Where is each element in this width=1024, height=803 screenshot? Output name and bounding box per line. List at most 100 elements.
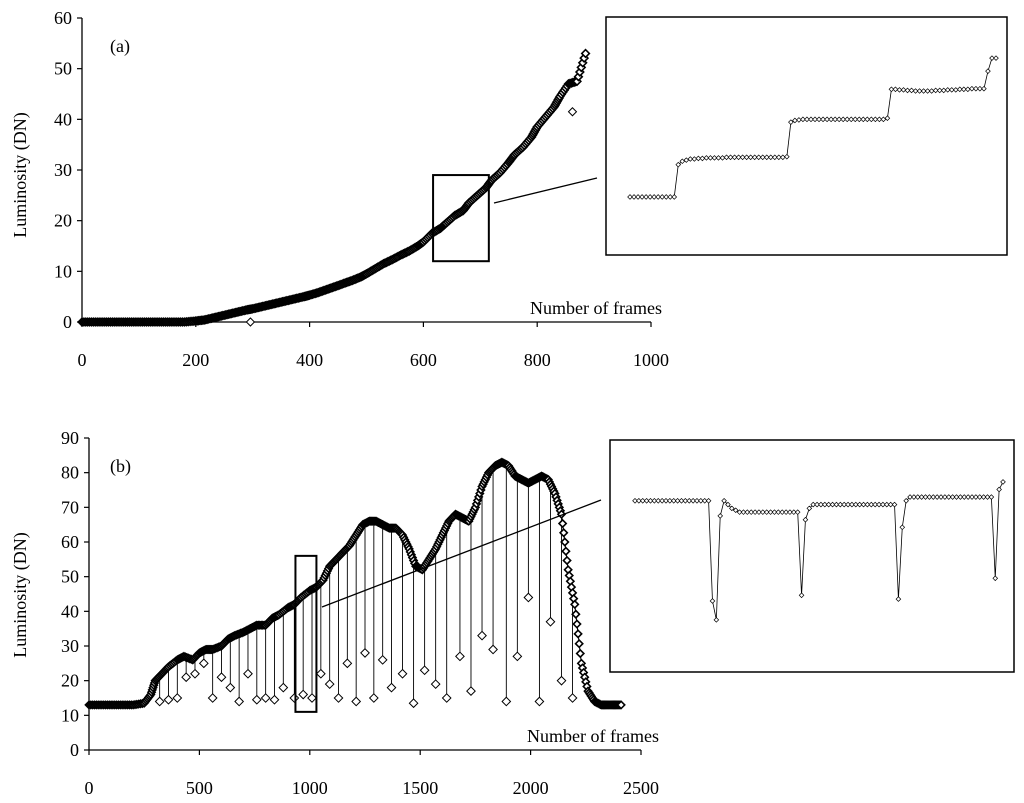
y-tick-label: 60 xyxy=(54,8,72,28)
inset-point xyxy=(707,155,714,161)
inset-point xyxy=(731,154,738,161)
inset-point xyxy=(977,85,983,92)
inset-point xyxy=(655,194,661,200)
inset-point xyxy=(659,194,665,200)
dip-point xyxy=(154,696,165,707)
inset-point xyxy=(934,494,940,500)
inset-point xyxy=(916,88,923,94)
dip-point xyxy=(360,648,370,658)
inset-point xyxy=(824,116,830,123)
inset-point xyxy=(727,154,734,161)
dip-point xyxy=(260,693,271,703)
dip-point xyxy=(298,689,309,700)
inset-point xyxy=(920,88,927,94)
x-tick-label: 1500 xyxy=(402,778,438,798)
inset-point xyxy=(911,494,917,500)
y-tick-label: 20 xyxy=(61,671,79,691)
inset-point xyxy=(828,116,834,123)
inset-point xyxy=(993,55,999,61)
inset-point xyxy=(852,116,859,123)
panel-b-y-ticks: 0 10 20 30 40 50 60 70 80 90 xyxy=(61,428,89,760)
y-tick-label: 80 xyxy=(61,463,79,483)
data-point xyxy=(573,629,583,639)
inset-point xyxy=(747,154,754,161)
inset-point xyxy=(864,116,871,123)
panel-b-inset-connector xyxy=(321,499,602,608)
dip-point xyxy=(567,693,578,703)
panel-a-zoom-box xyxy=(432,174,490,263)
inset-point xyxy=(820,116,826,123)
y-tick-label: 30 xyxy=(61,636,79,656)
inset-point xyxy=(849,501,855,508)
inset-point xyxy=(767,154,774,161)
y-tick-label: 40 xyxy=(61,601,79,621)
y-tick-label: 70 xyxy=(61,497,79,517)
inset-point xyxy=(876,501,882,508)
dip-point xyxy=(342,658,353,669)
inset-point xyxy=(800,116,806,123)
dip-point xyxy=(190,668,200,679)
inset-point xyxy=(721,498,727,504)
inset-point xyxy=(755,154,762,161)
inset-point xyxy=(748,509,755,515)
y-tick-label: 30 xyxy=(54,160,72,180)
y-tick-label: 60 xyxy=(61,532,79,552)
x-tick-label: 1000 xyxy=(633,350,669,370)
inset-point xyxy=(686,498,693,504)
inset-point xyxy=(965,494,971,500)
y-tick-label: 20 xyxy=(54,211,72,231)
inset-point xyxy=(776,154,782,161)
inset-point xyxy=(825,501,832,508)
panel-b-inset-series xyxy=(632,479,1006,623)
inset-point xyxy=(973,85,979,92)
inset-point xyxy=(798,592,805,599)
inset-point xyxy=(632,498,638,504)
inset-point xyxy=(647,498,654,504)
inset-point xyxy=(674,498,681,504)
inset-point xyxy=(903,498,909,504)
inset-point xyxy=(804,116,810,123)
inset-point xyxy=(709,598,716,604)
inset-point xyxy=(899,524,906,531)
dip-point xyxy=(419,665,430,676)
dip-point xyxy=(289,693,300,703)
inset-point xyxy=(904,87,911,94)
inset-point xyxy=(841,501,847,508)
inset-point xyxy=(936,87,943,94)
x-tick-label: 800 xyxy=(524,350,551,370)
inset-point xyxy=(675,161,682,168)
inset-point xyxy=(779,509,785,515)
dip-point xyxy=(278,682,289,693)
inset-point xyxy=(771,509,778,515)
data-point xyxy=(561,546,571,556)
inset-point xyxy=(836,116,842,123)
dip-point xyxy=(351,696,362,707)
panel-a-ylabel: Luminosity (DN) xyxy=(10,112,31,238)
panel-b-inset-frame xyxy=(609,439,1015,673)
inset-point xyxy=(713,617,720,623)
inset-point xyxy=(945,494,952,500)
inset-point xyxy=(992,575,999,582)
inset-point xyxy=(663,498,669,504)
inset-point xyxy=(864,501,871,508)
inset-point xyxy=(701,498,708,504)
data-point xyxy=(558,528,569,538)
inset-point xyxy=(876,116,883,123)
inset-point xyxy=(739,154,746,161)
data-point xyxy=(616,700,626,710)
panel-a-inset-connector xyxy=(493,177,598,204)
panel-a-series xyxy=(77,48,591,327)
y-tick-label: 90 xyxy=(61,428,79,448)
series-line xyxy=(82,53,587,323)
inset-point xyxy=(678,498,685,504)
dip-point xyxy=(512,651,523,662)
data-point xyxy=(562,555,572,566)
inset-point xyxy=(853,501,859,508)
inset-point xyxy=(802,516,809,523)
inset-point xyxy=(814,501,820,508)
data-point xyxy=(560,537,570,547)
dip-point xyxy=(207,693,218,703)
panel-b-xlabel: Number of frames xyxy=(527,726,659,746)
y-tick-label: 50 xyxy=(54,59,72,79)
dip-point xyxy=(430,679,441,690)
